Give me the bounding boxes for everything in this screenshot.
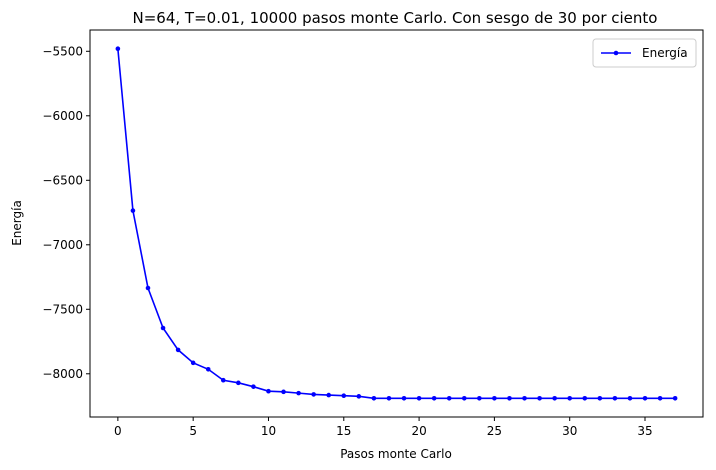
y-axis-ticks: −8000 −7500 −7000 −6500 −6000 −5500 — [42, 44, 90, 381]
x-tick-label: 15 — [336, 424, 351, 438]
legend: Energía — [592, 38, 697, 68]
energia-data-point — [266, 388, 271, 394]
x-tick-label: 5 — [189, 424, 197, 438]
energia-data-point — [492, 395, 497, 401]
legend-box — [592, 38, 697, 68]
energia-data-point — [642, 395, 648, 401]
energia-data-point — [537, 395, 542, 401]
energia-data-point — [597, 395, 603, 401]
plot-area — [90, 30, 703, 417]
energia-data-point — [386, 395, 392, 401]
energia-data-point — [326, 392, 332, 398]
energia-data-point — [130, 208, 136, 213]
y-axis-label: Energía — [10, 200, 24, 246]
energia-data-point — [356, 394, 362, 399]
chart-title: N=64, T=0.01, 10000 pasos monte Carlo. C… — [133, 9, 658, 27]
energia-data-point — [627, 395, 633, 401]
legend-marker-sample — [613, 50, 619, 56]
energia-data-point — [552, 395, 557, 401]
energia-data-point — [205, 366, 211, 372]
energia-data-point — [461, 395, 467, 401]
energia-data-point — [477, 395, 482, 401]
x-tick-label: 10 — [261, 424, 276, 438]
energia-series-line — [117, 48, 676, 400]
x-tick-label: 20 — [411, 424, 426, 438]
y-tick-label: −7000 — [42, 238, 83, 252]
energia-data-point — [251, 384, 256, 389]
energia-data-point — [371, 395, 377, 401]
plot-frame — [89, 29, 704, 418]
x-tick-label: 30 — [562, 424, 577, 438]
x-axis-label: Pasos monte Carlo — [340, 447, 452, 461]
legend-label-energia: Energía — [642, 46, 688, 60]
energia-data-point — [296, 390, 301, 396]
energia-data-point — [567, 395, 573, 401]
energia-data-point — [175, 347, 181, 353]
energia-data-point — [431, 395, 437, 401]
y-tick-label: −5500 — [42, 44, 83, 58]
x-tick-label: 0 — [114, 424, 122, 438]
energia-data-point — [507, 395, 512, 401]
energia-data-point — [612, 395, 618, 401]
energia-data-point — [145, 285, 151, 291]
energia-data-point — [115, 46, 121, 52]
energia-data-point — [341, 393, 347, 399]
x-tick-label: 25 — [487, 424, 502, 438]
energia-data-point — [416, 395, 422, 401]
energia-data-point — [672, 395, 678, 401]
energia-data-point — [160, 325, 166, 331]
energia-data-point — [311, 392, 316, 397]
energia-data-point — [220, 377, 226, 383]
energia-data-point — [190, 360, 196, 366]
y-tick-label: −7500 — [42, 302, 83, 316]
series-layer — [115, 46, 678, 401]
x-axis-ticks: 0 5 10 15 20 25 30 35 — [114, 417, 653, 438]
energia-data-point — [401, 395, 407, 401]
x-tick-label: 35 — [637, 424, 652, 438]
energia-data-point — [281, 389, 286, 395]
energia-data-point — [657, 395, 663, 401]
energia-data-point — [522, 395, 527, 401]
y-tick-label: −8000 — [42, 367, 83, 381]
y-tick-label: −6000 — [42, 109, 83, 123]
energia-data-point — [582, 395, 588, 401]
energia-data-point — [446, 395, 452, 401]
y-tick-label: −6500 — [42, 173, 83, 187]
energia-data-point — [236, 380, 241, 386]
